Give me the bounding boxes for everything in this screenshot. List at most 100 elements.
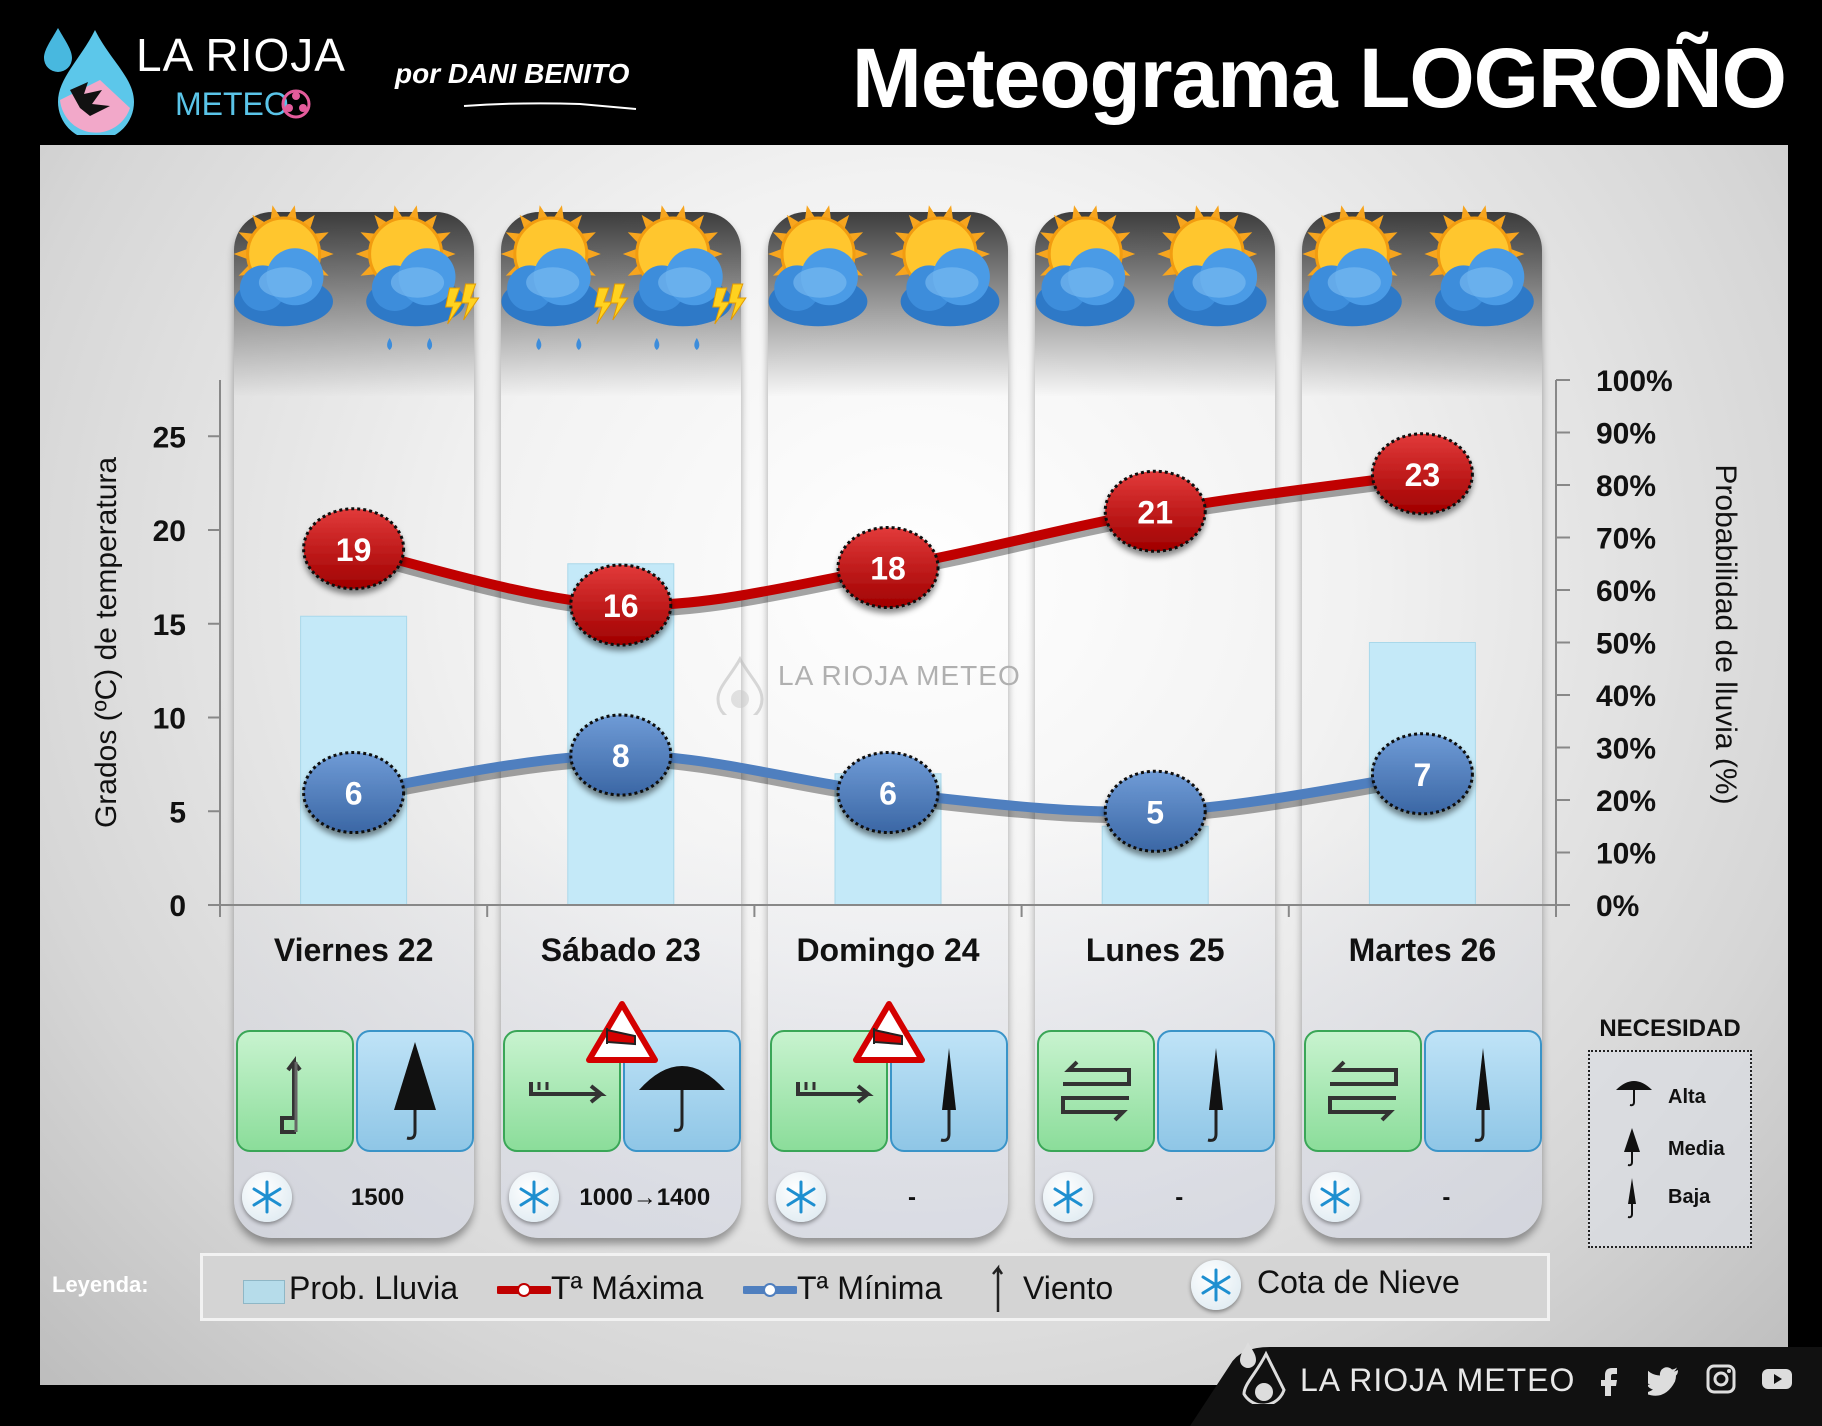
- day-label: Lunes 25: [1085, 932, 1225, 968]
- sun-ray: [1368, 214, 1384, 232]
- facebook-icon[interactable]: [1592, 1362, 1626, 1396]
- y2-tick-label: 40%: [1596, 680, 1656, 713]
- data-label: 23: [1405, 457, 1441, 493]
- sun-ray: [908, 214, 924, 232]
- y-tick-label: 15: [153, 609, 186, 642]
- data-label: 8: [612, 738, 630, 774]
- y-axis-label: Grados (ºC) de temperatura: [90, 457, 123, 828]
- day-label: Viernes 22: [273, 932, 434, 968]
- sun-ray: [1035, 247, 1052, 261]
- snow-level-value: 1500: [350, 1184, 405, 1211]
- day-label: Martes 26: [1348, 932, 1497, 968]
- cloud: [1303, 248, 1402, 327]
- rain-drop: [536, 338, 542, 350]
- page-title: Meteograma LOGROÑO: [851, 31, 1787, 125]
- y-tick-label: 5: [169, 796, 186, 829]
- cloud-highlight: [793, 267, 847, 298]
- y2-tick-label: 90%: [1596, 418, 1656, 451]
- umbrella-closed-icon: [1207, 1048, 1224, 1142]
- footer-brand: LA RIOJA METEO: [1300, 1362, 1576, 1398]
- cloud: [1435, 248, 1534, 327]
- sun-ray: [1424, 247, 1441, 261]
- y2-tick-label: 80%: [1596, 470, 1656, 503]
- snowflake-icon: [241, 1172, 292, 1222]
- weather-icon-group: [1035, 205, 1267, 327]
- data-point: [569, 713, 673, 797]
- wind-tile: [1304, 1030, 1423, 1152]
- lightning-bolt: [594, 287, 613, 325]
- wind-warning-icon: [585, 1000, 659, 1069]
- necesidad-title: NECESIDAD: [1599, 1015, 1741, 1042]
- weather-icon-group: [500, 205, 747, 350]
- day-label: Domingo 24: [796, 932, 980, 968]
- umbrella-tile: [1157, 1030, 1276, 1152]
- watermark-text: LA RIOJA METEO: [778, 660, 1021, 691]
- legend-max-swatch: [497, 1283, 551, 1297]
- necesidad-media-label: Media: [1668, 1138, 1725, 1160]
- instagram-icon[interactable]: [1704, 1362, 1738, 1396]
- legend-snow-label: Cota de Nieve: [1257, 1264, 1460, 1300]
- snowflake-logo-icon: [281, 89, 311, 119]
- y2-tick-label: 10%: [1596, 838, 1656, 871]
- brand-sub: METEO: [175, 86, 289, 122]
- legend-max-label: Tª Máxima: [551, 1270, 704, 1306]
- umbrella-tile: [355, 1030, 474, 1152]
- y-tick-label: 10: [153, 703, 186, 736]
- sun-ray: [890, 247, 907, 261]
- sun-ray: [566, 214, 582, 232]
- cloud-highlight: [1327, 267, 1381, 298]
- twitter-icon[interactable]: [1648, 1362, 1682, 1396]
- sun-ray: [1176, 214, 1192, 232]
- wind-variable-icon: [1328, 1060, 1399, 1122]
- data-label: 18: [870, 551, 906, 587]
- cloud: [366, 248, 465, 327]
- data-point: [1370, 432, 1474, 516]
- data-label: 6: [345, 776, 363, 812]
- sun-ray: [834, 214, 850, 232]
- legend-wind-label: Viento: [1023, 1270, 1114, 1306]
- sun-ray: [1157, 247, 1174, 261]
- rain-drop: [387, 338, 393, 350]
- sun-ray: [1490, 214, 1506, 232]
- y2-tick-label: 0%: [1596, 890, 1639, 923]
- cloud: [1035, 248, 1135, 327]
- data-point-marker: 8: [569, 713, 673, 797]
- weather-icon-group: [1302, 205, 1534, 327]
- sun-ray: [500, 247, 518, 261]
- sun-ray: [1302, 247, 1319, 261]
- cloud: [900, 248, 1000, 327]
- brand-name: LA RIOJA: [136, 29, 346, 81]
- wind-tile: [1037, 1030, 1156, 1152]
- data-point-marker: 19: [302, 507, 406, 591]
- data-point-marker: 23: [1370, 432, 1474, 516]
- snowflake-icon: [1043, 1172, 1094, 1222]
- wind-east-icon: [796, 1082, 874, 1104]
- data-point-marker: 16: [569, 563, 673, 647]
- wind-warning-icon: [852, 1000, 926, 1069]
- sun-ray: [688, 214, 704, 232]
- data-point: [1103, 769, 1207, 853]
- data-point-marker: 5: [1103, 769, 1207, 853]
- data-point-marker: 18: [836, 526, 940, 609]
- data-point-marker: 6: [836, 751, 940, 834]
- cloud-highlight: [526, 267, 580, 298]
- cloud-highlight: [1060, 267, 1114, 298]
- y-tick-label: 25: [153, 421, 186, 454]
- snowflake-icon: [1191, 1260, 1241, 1310]
- youtube-icon[interactable]: [1760, 1362, 1794, 1396]
- y2-tick-label: 50%: [1596, 628, 1656, 661]
- weather-icon-group: [768, 205, 1000, 327]
- cloud: [1167, 248, 1267, 327]
- data-point: [302, 751, 406, 834]
- watermark-logo-icon: [716, 655, 764, 715]
- sun-ray: [252, 214, 268, 232]
- cloud-highlight: [258, 267, 313, 298]
- cloud-highlight: [1192, 267, 1246, 298]
- rain-drop: [694, 338, 700, 350]
- legend-min-label: Tª Mínima: [797, 1270, 943, 1306]
- snow-level-value: -: [1442, 1184, 1451, 1211]
- lightning-bolt: [728, 283, 747, 321]
- sun-ray: [355, 247, 373, 261]
- umbrella-tile: [1424, 1030, 1543, 1152]
- header: LA RIOJA METEO por DANI BENITO Meteogram…: [0, 0, 1822, 145]
